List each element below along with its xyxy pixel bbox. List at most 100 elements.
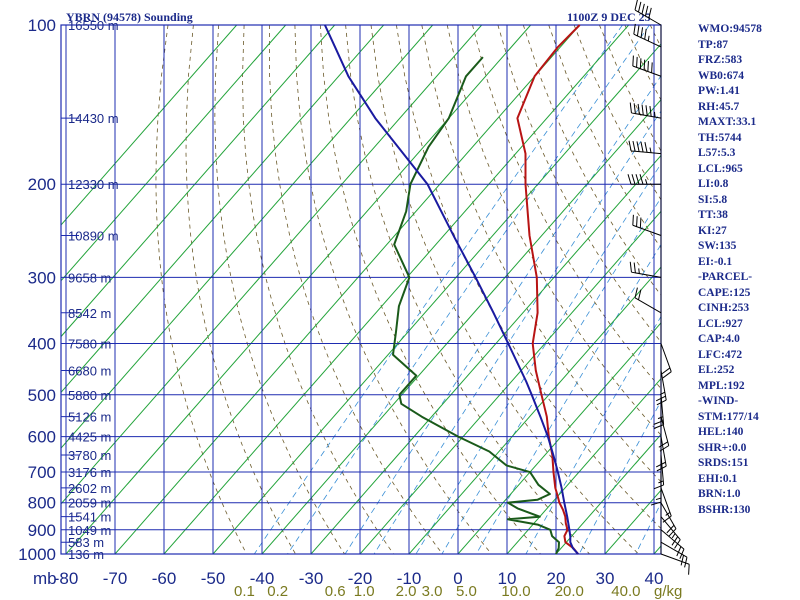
index-item: EL:252	[698, 364, 735, 376]
isotherm-line	[555, 433, 661, 554]
isotherm-line	[61, 25, 238, 226]
temperature-tick-label: 0	[453, 569, 462, 588]
mixing-ratio-label: 2.0	[396, 583, 417, 600]
wind-barb-flag	[628, 140, 632, 152]
index-item: LI:0.8	[698, 178, 729, 190]
temperature-tick-label: 10	[498, 569, 517, 588]
index-item: LFC:472	[698, 348, 743, 361]
wind-barb-staff	[632, 65, 662, 77]
temperature-tick-label: -10	[397, 569, 422, 588]
isotherm-line	[359, 210, 661, 554]
dry-adiabat	[421, 25, 661, 483]
dry-adiabat	[185, 25, 297, 554]
isotherm-line	[163, 25, 630, 554]
wind-barb	[660, 541, 688, 568]
isotherm-line	[61, 25, 483, 505]
wind-barb-staff	[631, 150, 662, 155]
wind-barb-flag	[632, 55, 634, 67]
wind-barb-half-flag	[671, 533, 676, 539]
wind-barb-staff	[660, 516, 681, 540]
wind-barb	[655, 436, 667, 472]
isotherm-line	[408, 266, 661, 554]
chart-title: YBRN (94578) Sounding	[66, 10, 193, 24]
temperature-tick-label: -50	[201, 569, 226, 588]
isotherm-line	[61, 25, 434, 449]
pressure-tick-label: 600	[28, 428, 56, 447]
wind-barb-flag	[639, 58, 642, 69]
height-label: 9658 m	[68, 270, 111, 285]
dry-adiabat	[522, 25, 661, 296]
pressure-tick-label: 800	[28, 494, 56, 513]
wind-barb-staff	[660, 436, 667, 467]
stability-indices-panel: WMO:94578 TP:87 FRZ:583 WB0:674 PW:1.41 RH:45…	[698, 22, 800, 518]
index-item: TT:38	[698, 209, 728, 221]
profile-layer	[323, 24, 581, 555]
grid-layer	[60, 24, 662, 555]
mixing-ratio-line	[525, 315, 661, 554]
isotherm-line	[65, 25, 532, 554]
isotherm-line	[61, 25, 336, 338]
index-item: CINH:253	[698, 302, 750, 314]
pressure-tick-label: 700	[28, 463, 56, 482]
wind-barb	[633, 23, 662, 48]
index-item: WB0:674	[698, 69, 744, 82]
wind-barb-flag	[644, 142, 648, 153]
mixing-ratio-label: 0.2	[267, 583, 288, 600]
wind-barb-flag	[632, 214, 634, 226]
index-item: MAXT:33.1	[698, 116, 757, 128]
pressure-tick-label: 200	[28, 175, 56, 194]
wind-barb	[634, 0, 662, 26]
temperature-tick-label: -80	[54, 569, 79, 588]
pressure-axis-label: mb	[33, 569, 57, 588]
wind-barb-staff	[660, 487, 672, 517]
wind-barb-half-flag	[649, 147, 652, 153]
height-label: 4425 m	[68, 430, 111, 445]
height-label: 6680 m	[68, 364, 111, 379]
mixing-ratio-label: 0.6	[325, 583, 346, 600]
wind-barb-staff	[660, 454, 665, 485]
parcel-profile-line	[323, 24, 579, 555]
wind-barb-half-flag	[638, 268, 640, 274]
index-item: PW:1.41	[698, 85, 740, 97]
wind-barb-staff	[631, 271, 662, 278]
wind-barb-staff	[660, 529, 685, 550]
grid-clipped	[61, 25, 661, 554]
wind-barb	[658, 416, 670, 452]
wind-barb	[634, 287, 662, 314]
wind-barb-flag	[668, 528, 677, 537]
dry-adiabat	[242, 25, 395, 554]
wind-barb-flag	[632, 140, 636, 152]
wind-barb-flag	[637, 1, 642, 13]
wind-barb-flag	[643, 59, 646, 71]
mixing-ratio-line	[373, 110, 661, 554]
temperature-tick-label: -70	[103, 569, 128, 588]
mixing-ratio-line	[344, 75, 661, 554]
mixing-ratio-line	[253, 25, 623, 554]
wind-barb-flag	[631, 174, 636, 185]
wind-barb-flag	[640, 141, 644, 153]
index-item: FRZ:583	[698, 54, 743, 66]
index-item: MPL:192	[698, 379, 745, 392]
index-item: KI:27	[698, 224, 727, 237]
index-item: RH:45.7	[698, 100, 740, 113]
wind-barb-flag	[641, 3, 645, 15]
wind-barb-flag	[680, 555, 685, 566]
mixing-ratio-label: 20.0	[555, 583, 584, 600]
wind-barb-flag	[662, 371, 672, 379]
index-item: SRDS:151	[698, 457, 749, 469]
mixing-ratio-label: 3.0	[422, 583, 443, 600]
height-label: 16550 m	[68, 18, 119, 33]
index-item: HEL:140	[698, 426, 744, 438]
wind-barb	[653, 394, 665, 429]
wind-barb-flag	[655, 461, 666, 468]
index-item: CAP:4.0	[698, 333, 740, 345]
wind-barb-flag	[627, 174, 632, 185]
wind-barb-flag	[633, 103, 636, 114]
index-item: CAPE:125	[698, 286, 751, 299]
mixing-ratio-line	[635, 502, 661, 554]
height-label: 5126 m	[68, 410, 111, 425]
index-item: LCL:927	[698, 317, 743, 330]
dry-adiabat	[472, 25, 661, 390]
index-item: EHI:0.1	[698, 472, 738, 485]
